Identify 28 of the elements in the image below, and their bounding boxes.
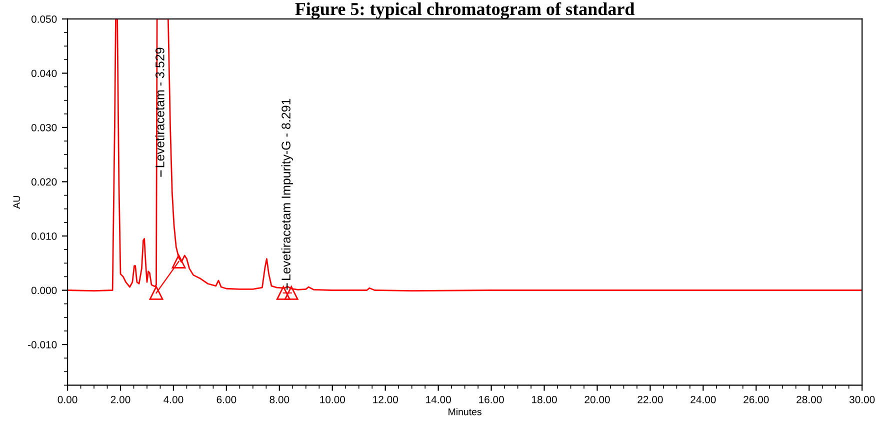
x-tick-label: 12.00 [373, 396, 398, 404]
y-tick-label: 0.000 [31, 286, 57, 294]
annotation: Levetiracetam Impurity-G - 8.291 [281, 98, 293, 280]
x-tick-label: 14.00 [426, 396, 451, 404]
x-tick-label: 6.00 [216, 396, 236, 404]
y-axis-title: AU [13, 196, 20, 209]
x-tick-label: 4.00 [164, 396, 184, 404]
y-tick-label: 0.050 [31, 15, 57, 23]
annotation: Levetiracetam - 3.529 [155, 48, 164, 168]
chart-title: Figure 5: typical chromatogram of standard [295, 2, 635, 19]
x-axis-title: Minutes [448, 408, 482, 416]
x-tick-label: 10.00 [320, 396, 346, 404]
y-tick-label: 0.030 [31, 124, 57, 132]
x-tick-label: 28.00 [796, 396, 822, 404]
x-tick-label: 0.00 [58, 396, 78, 404]
y-tick-label: -0.010 [28, 341, 57, 348]
x-tick-label: 20.00 [584, 396, 610, 404]
x-tick-label: 16.00 [479, 396, 504, 404]
x-tick-label: 26.00 [744, 396, 769, 404]
y-tick-label: 0.010 [31, 232, 57, 240]
y-tick-label: 0.020 [31, 178, 57, 186]
x-tick-label: 2.00 [110, 396, 130, 404]
x-tick-label: 18.00 [532, 396, 557, 404]
x-tick-label: 8.00 [270, 396, 290, 404]
y-tick-label: 0.040 [31, 70, 57, 78]
x-tick-label: 22.00 [638, 396, 663, 404]
x-tick-label: 30.00 [849, 396, 875, 404]
x-tick-label: 24.00 [690, 396, 716, 404]
